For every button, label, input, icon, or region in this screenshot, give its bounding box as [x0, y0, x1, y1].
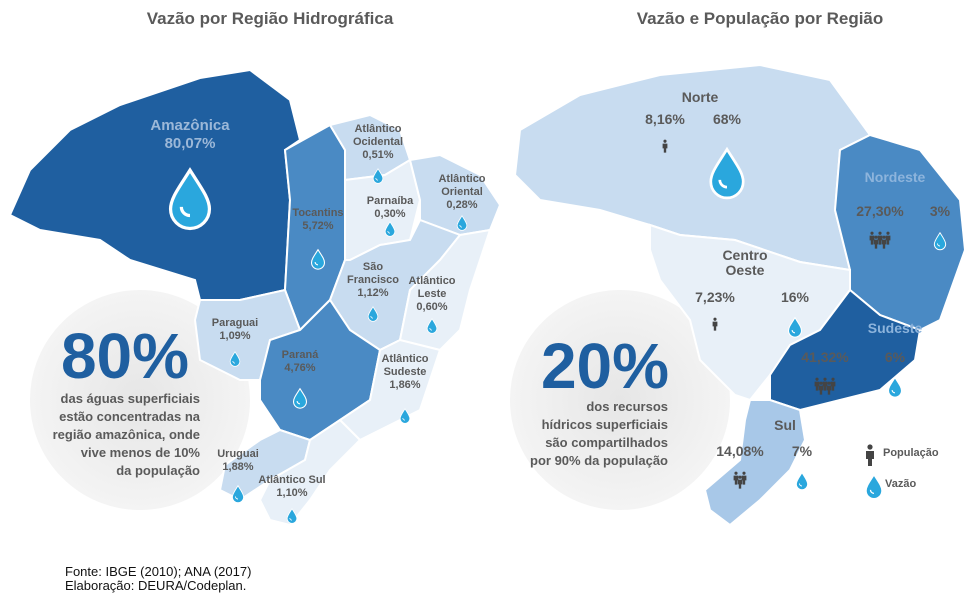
- region-name: Sudeste: [868, 320, 923, 336]
- halo: [510, 290, 730, 510]
- region-name: Atlântico: [438, 173, 485, 185]
- region-value: 1,12%: [357, 287, 388, 299]
- caption: das águas superficiais: [61, 391, 200, 406]
- left-map: [8, 68, 502, 527]
- region-name: Atlântico: [381, 353, 428, 365]
- region-name: Atlântico Sul: [258, 474, 325, 486]
- region-name: Ocidental: [353, 136, 403, 148]
- region-value: 0,28%: [446, 199, 477, 211]
- flow-value: 3%: [930, 203, 951, 219]
- region-name: Parnaíba: [367, 195, 414, 207]
- flow-value: 68%: [713, 111, 742, 127]
- region-value: 1,10%: [276, 487, 307, 499]
- population-value: 8,16%: [645, 111, 685, 127]
- region-name: Atlântico: [354, 123, 401, 135]
- caption: estão concentradas na: [59, 409, 201, 424]
- region-name: São: [363, 261, 383, 273]
- population-value: 27,30%: [856, 203, 904, 219]
- source: Fonte: IBGE (2010); ANA (2017): [65, 564, 251, 579]
- region-name: Tocantins: [292, 207, 343, 219]
- region-name: Centro: [722, 247, 767, 263]
- region-value: 1,88%: [222, 461, 253, 473]
- halo: [30, 290, 250, 510]
- flow-value: 7%: [792, 443, 813, 459]
- drop-icon: [795, 472, 809, 491]
- legend-icon: [866, 444, 874, 466]
- region-name: Atlântico: [408, 275, 455, 287]
- region-name: Oriental: [441, 186, 483, 198]
- region-value: 5,72%: [302, 220, 333, 232]
- legend-icon: [865, 474, 883, 500]
- flow-value: 16%: [781, 289, 810, 305]
- legend-label: Vazão: [885, 478, 916, 490]
- region-name: Norte: [682, 89, 719, 105]
- caption: são compartilhados: [545, 435, 668, 450]
- legend-label: População: [883, 447, 939, 459]
- caption: vive menos de 10%: [81, 445, 201, 460]
- region-name: Amazônica: [150, 117, 230, 134]
- flow-value: 6%: [885, 349, 906, 365]
- population-value: 14,08%: [716, 443, 764, 459]
- region-value: 1,86%: [389, 379, 420, 391]
- left-highlight: 80%: [61, 320, 189, 392]
- region-name: Francisco: [347, 274, 399, 286]
- region-value: 80,07%: [165, 135, 216, 152]
- population-value: 41,32%: [801, 349, 849, 365]
- region-value: 0,30%: [374, 208, 405, 220]
- caption: da população: [116, 463, 200, 478]
- caption: hídricos superficiais: [542, 417, 668, 432]
- region-name: Paraguai: [212, 317, 258, 329]
- right-title: Vazão e População por Região: [637, 9, 884, 28]
- region-name: Paraná: [282, 349, 320, 361]
- right-highlight: 20%: [541, 330, 669, 402]
- region-value: 0,51%: [362, 149, 393, 161]
- region-name: Nordeste: [865, 169, 926, 185]
- caption: região amazônica, onde: [53, 427, 200, 442]
- left-title: Vazão por Região Hidrográfica: [147, 9, 394, 28]
- region-value: 1,09%: [219, 330, 250, 342]
- caption: por 90% da população: [530, 453, 668, 468]
- caption: dos recursos: [586, 399, 668, 414]
- region-name: Sudeste: [384, 366, 427, 378]
- region-value: 0,60%: [416, 301, 447, 313]
- right-map: [513, 63, 967, 527]
- region-name: Leste: [418, 288, 447, 300]
- region-name: Oeste: [726, 262, 765, 278]
- source: Elaboração: DEURA/Codeplan.: [65, 578, 246, 593]
- region-value: 4,76%: [284, 362, 315, 374]
- region-name: Sul: [774, 417, 796, 433]
- region-name: Uruguai: [217, 448, 259, 460]
- population-value: 7,23%: [695, 289, 735, 305]
